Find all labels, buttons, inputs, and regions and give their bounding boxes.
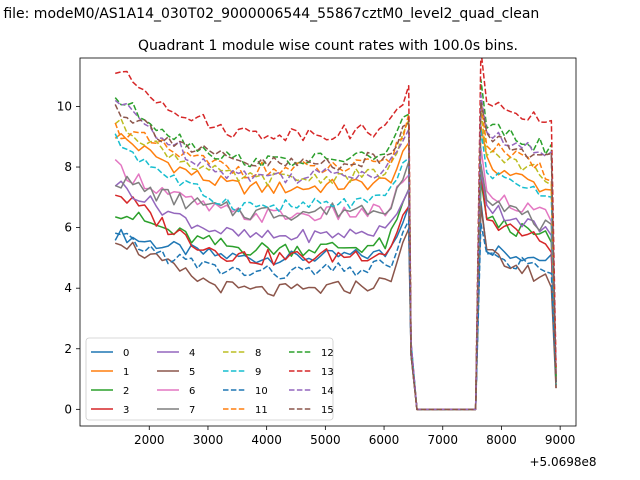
legend-box (85, 337, 334, 421)
legend-label-0: 0 (123, 348, 129, 359)
series-line-6 (114, 147, 557, 411)
legend-label-1: 1 (123, 367, 129, 378)
legend-label-14: 14 (321, 386, 334, 397)
series-line-13 (115, 58, 557, 411)
x-tick-label: 9000 (545, 433, 576, 447)
series-line-4 (114, 169, 557, 411)
legend-label-11: 11 (255, 405, 268, 416)
series-line-14 (114, 94, 557, 411)
series-line-8 (114, 110, 557, 411)
x-tick-label: 3000 (193, 433, 224, 447)
series-line-0 (114, 200, 557, 411)
y-tick-label: 10 (57, 99, 72, 113)
legend-label-7: 7 (189, 405, 195, 416)
legend-label-3: 3 (123, 405, 129, 416)
series-line-5 (114, 205, 557, 411)
lines-layer (114, 58, 557, 411)
legend-label-10: 10 (255, 386, 268, 397)
series-line-3 (115, 170, 557, 411)
legend-label-5: 5 (189, 367, 195, 378)
legend-label-8: 8 (255, 348, 261, 359)
x-tick-label: 6000 (369, 433, 400, 447)
y-tick-label: 2 (64, 342, 72, 356)
series-line-10 (115, 219, 557, 411)
series-line-12 (114, 78, 557, 411)
y-tick-label: 6 (64, 221, 72, 235)
chart-title: Quadrant 1 module wise count rates with … (138, 38, 518, 54)
legend-label-2: 2 (123, 386, 129, 397)
legend-label-12: 12 (321, 348, 334, 359)
x-offset-label: +5.0698e8 (529, 455, 596, 469)
legend-label-9: 9 (255, 367, 261, 378)
x-tick-label: 2000 (134, 433, 165, 447)
series-line-7 (114, 161, 557, 411)
legend-label-6: 6 (189, 386, 195, 397)
x-tick-label: 5000 (310, 433, 341, 447)
legend-label-4: 4 (189, 348, 195, 359)
series-line-15 (114, 100, 557, 411)
series-line-11 (114, 101, 557, 411)
x-tick-label: 8000 (486, 433, 517, 447)
legend-label-13: 13 (321, 367, 334, 378)
suptitle: n file: modeM0/AS1A14_030T02_9000006544_… (0, 6, 540, 22)
y-tick-label: 0 (64, 402, 72, 416)
plot-frame (79, 57, 577, 427)
series-line-9 (114, 128, 557, 411)
y-tick-label: 4 (64, 281, 72, 295)
y-tick-label: 8 (64, 160, 72, 174)
x-tick-label: 7000 (427, 433, 458, 447)
series-line-1 (114, 125, 557, 411)
series-line-2 (115, 179, 557, 411)
legend-label-15: 15 (321, 405, 334, 416)
x-tick-label: 4000 (251, 433, 282, 447)
